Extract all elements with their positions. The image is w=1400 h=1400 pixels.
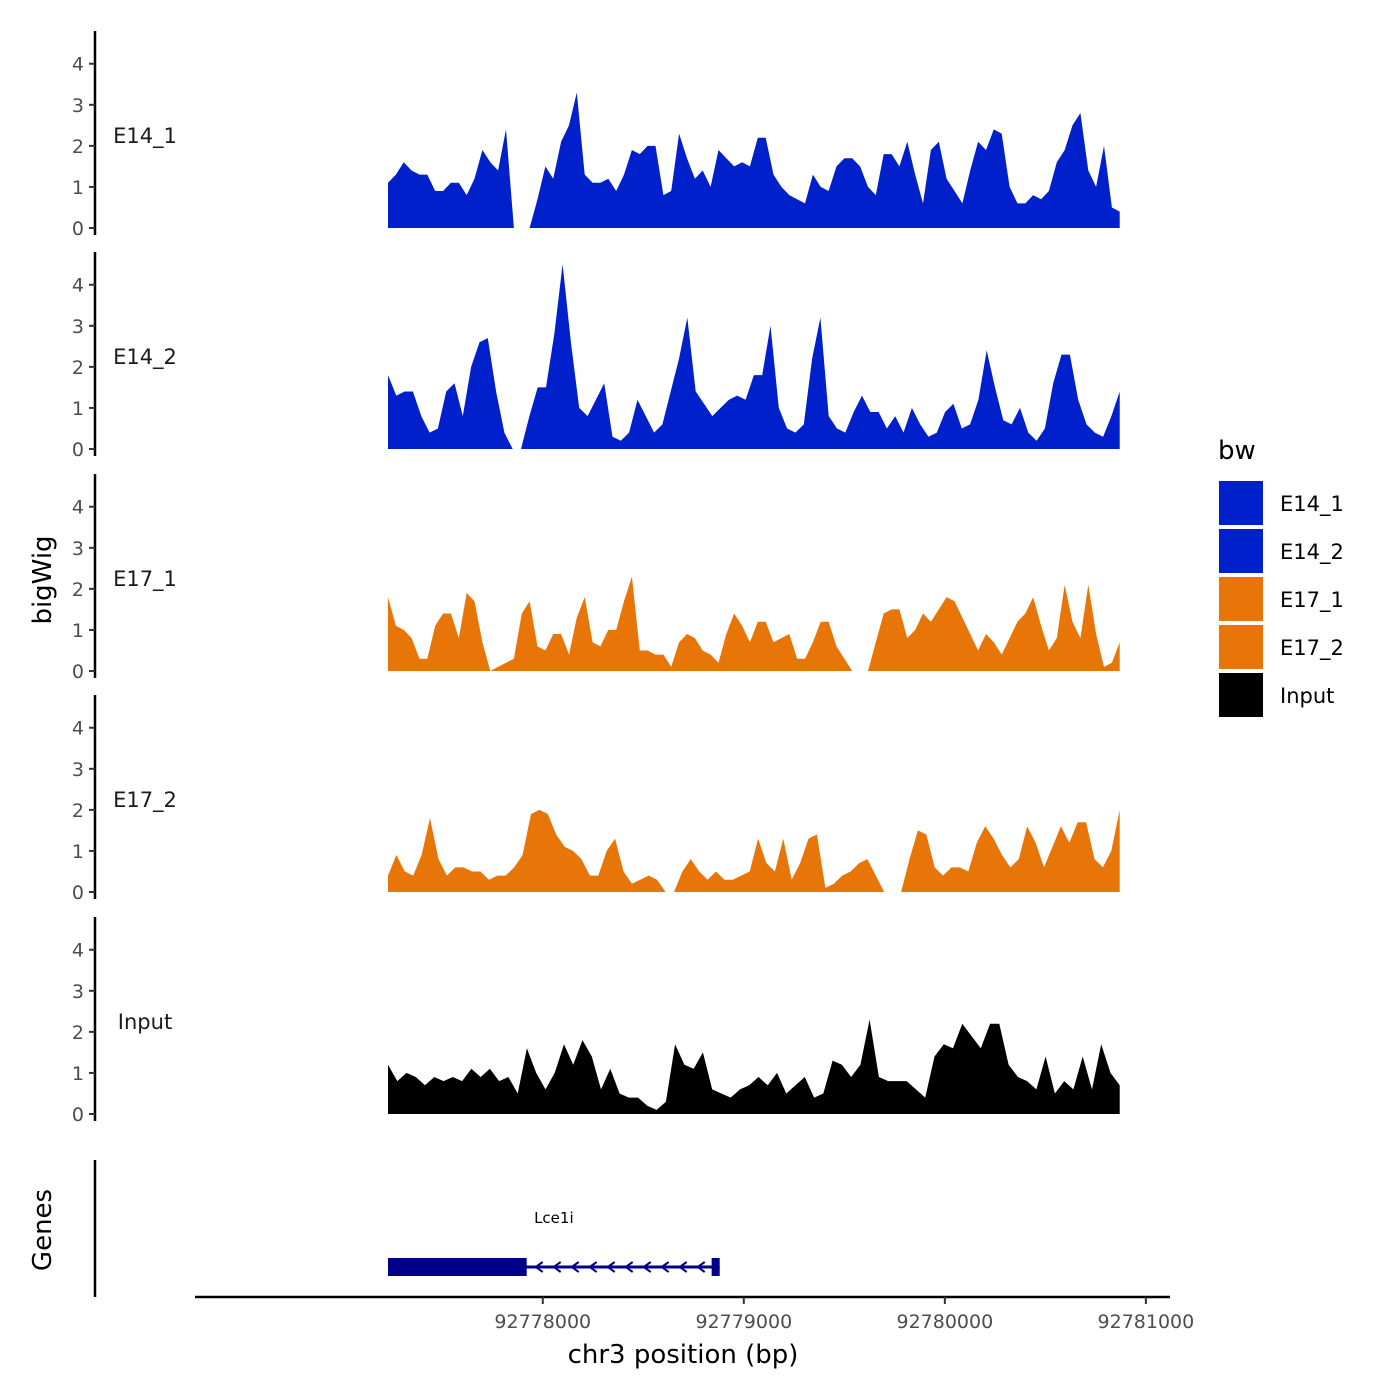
y-tick-label: 0 [72,882,84,904]
y-tick-label: 1 [72,177,84,199]
y-tick-label: 0 [72,218,84,240]
x-tick-label: 92778000 [494,1311,591,1333]
strand-arrow [605,1261,616,1273]
y-tick-label: 2 [72,800,84,822]
legend-swatch-Input [1217,671,1265,719]
y-tick-label: 4 [72,940,84,962]
legend-title: bw [1218,436,1256,466]
y-tick-label: 0 [72,439,84,461]
track-label: E17_1 [113,567,177,592]
gene-exon [387,1258,527,1276]
genes-panel: Lce1i [93,1160,720,1297]
signal-area-E17_1 [388,576,1120,671]
y-tick-label: 2 [72,1022,84,1044]
y-tick-label: 1 [72,841,84,863]
legend-label-Input: Input [1280,684,1334,708]
y-tick-label: 2 [72,579,84,601]
strand-arrow [623,1261,634,1273]
y-tick-label: 4 [72,275,84,297]
track-label: E17_2 [113,788,177,813]
legend-swatch-E17_1 [1217,575,1265,623]
x-axis: 92778000 92779000 92780000 92781000 [195,1295,1195,1333]
signal-area-E14_2 [388,264,1120,449]
track-E14_1: 0 1 2 3 4 E14_1 [72,31,1120,240]
legend-label-E17_1: E17_1 [1280,588,1344,613]
y-axis-title: bigWig [28,535,58,624]
y-tick-label: 3 [72,759,84,781]
y-tick-label: 3 [72,316,84,338]
track-Input: 0 1 2 3 4 Input [72,917,1120,1126]
x-tick-label: 92780000 [896,1311,993,1333]
y-tick-label: 0 [72,661,84,683]
y-tick-label: 1 [72,398,84,420]
strand-arrow [587,1261,598,1273]
strand-arrow [641,1261,652,1273]
signal-area-E17_2 [388,809,1120,892]
signal-area-E14_1 [388,92,1120,228]
track-E17_2: 0 1 2 3 4 E17_2 [72,695,1120,904]
track-label: E14_2 [113,345,177,370]
legend-swatch-E14_1 [1217,479,1265,527]
genes-axis-title: Genes [28,1189,58,1271]
legend-label-E17_2: E17_2 [1280,636,1344,661]
track-E14_2: 0 1 2 3 4 E14_2 [72,252,1120,461]
y-tick-label: 3 [72,981,84,1003]
strand-arrow [569,1261,580,1273]
track-E17_1: 0 1 2 3 4 E17_1 [72,474,1120,683]
y-tick-label: 1 [72,620,84,642]
gene-Lce1i: Lce1i [387,1209,720,1276]
legend-label-E14_1: E14_1 [1280,492,1344,517]
y-tick-label: 4 [72,54,84,76]
strand-arrow [551,1261,562,1273]
legend-label-E14_2: E14_2 [1280,540,1344,565]
legend-swatch-E17_2 [1217,623,1265,671]
legend-swatch-E14_2 [1217,527,1265,575]
y-tick-label: 1 [72,1063,84,1085]
legend: bw E14_1 E14_2 E17_1 E17_2 Input [1217,436,1344,719]
strand-arrow [677,1261,688,1273]
track-label: E14_1 [113,124,177,149]
x-tick-label: 92779000 [695,1311,792,1333]
y-tick-label: 3 [72,538,84,560]
y-tick-label: 4 [72,497,84,519]
x-tick-label: 92781000 [1098,1311,1195,1333]
gene-exon [711,1258,720,1276]
y-tick-label: 2 [72,136,84,158]
y-tick-label: 0 [72,1104,84,1126]
x-axis-title: chr3 position (bp) [568,1340,799,1370]
y-tick-label: 3 [72,95,84,117]
y-tick-label: 2 [72,357,84,379]
signal-area-Input [388,1019,1120,1114]
track-label: Input [118,1010,172,1034]
gene-label: Lce1i [534,1209,574,1227]
strand-arrow [533,1261,544,1273]
strand-arrow [659,1261,670,1273]
strand-arrow [695,1261,706,1273]
signal-tracks: 0 1 2 3 4 E14_1 0 1 2 3 4 E14_2 0 1 2 3 4 E17_1 0 1 2 3 4 E17_2… [72,31,1120,1126]
y-tick-label: 4 [72,718,84,740]
